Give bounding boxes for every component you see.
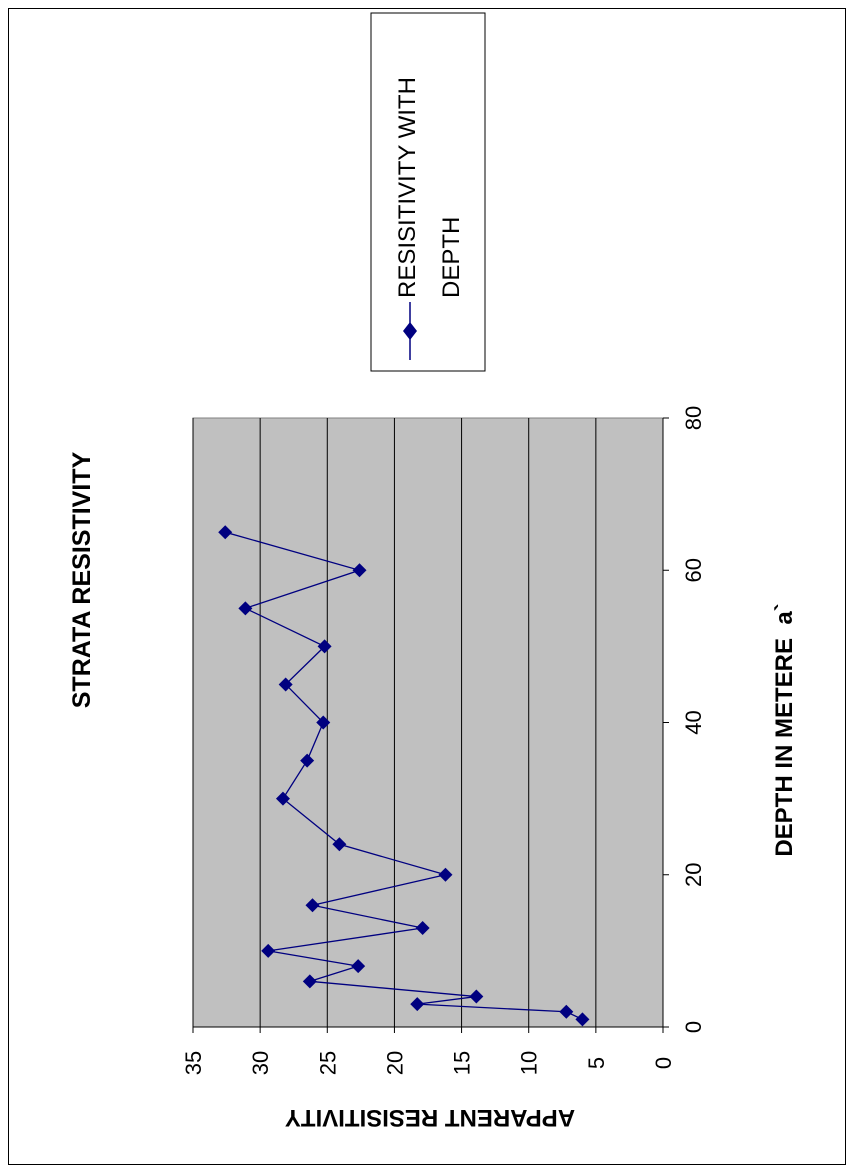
y-tick-label: 5 [584, 1057, 609, 1069]
chart-title: STRATA RESISTIVITY [68, 451, 96, 708]
y-tick-label: 10 [517, 1051, 542, 1075]
y-tick-label: 30 [248, 1051, 273, 1075]
x-tick-label: 0 [681, 1021, 706, 1033]
legend-box [371, 13, 485, 371]
x-tick-label: 80 [681, 406, 706, 430]
x-tick-label: 60 [681, 558, 706, 582]
y-tick-label: 35 [181, 1051, 206, 1075]
legend: RESISITIVITY WITH DEPTH [371, 13, 485, 371]
y-axis-label: APPARENT RESISITIVITY [285, 1104, 575, 1131]
y-tick-label: 25 [315, 1051, 340, 1075]
y-tick-label: 15 [450, 1051, 475, 1075]
y-tick-label: 0 [651, 1057, 676, 1069]
x-tick-label: 20 [681, 863, 706, 887]
y-tick-label: 20 [382, 1051, 407, 1075]
plot-area [193, 418, 663, 1027]
x-axis-label: DEPTH IN METERE a` [771, 603, 798, 856]
x-tick-label: 40 [681, 710, 706, 734]
